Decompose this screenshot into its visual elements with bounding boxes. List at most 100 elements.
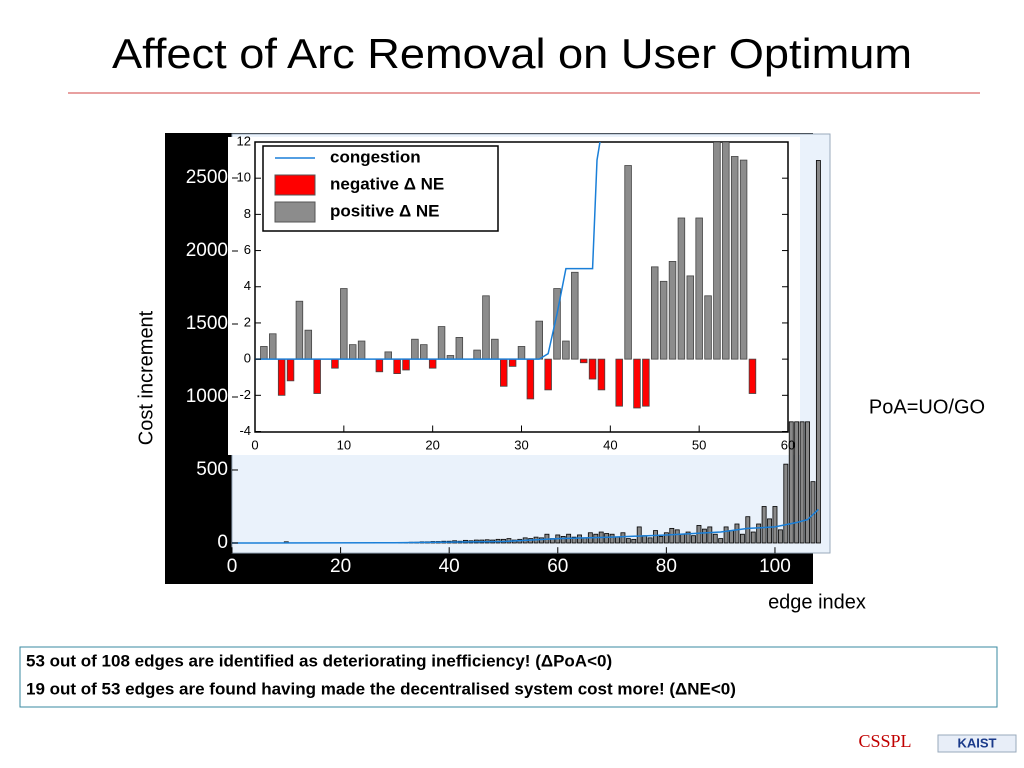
- bar: [539, 537, 544, 544]
- bar: [624, 165, 632, 360]
- bar: [739, 159, 748, 360]
- legend-label: congestion: [330, 147, 421, 166]
- bar: [428, 358, 437, 369]
- y-tick-label: 2500: [186, 167, 228, 188]
- x-tick-label: 60: [547, 556, 568, 577]
- bar: [653, 530, 658, 544]
- y-tick-label: 6: [244, 242, 251, 257]
- note-line: 53 out of 108 edges are identified as de…: [26, 651, 612, 670]
- bar: [794, 421, 800, 544]
- bar: [588, 358, 597, 380]
- bar: [473, 349, 481, 360]
- y-axis-label: Cost increment: [135, 310, 157, 445]
- bar: [659, 280, 668, 360]
- y-tick-label: 500: [196, 459, 228, 480]
- bar: [713, 142, 721, 360]
- x-tick-label: 20: [330, 556, 351, 577]
- bar: [756, 523, 762, 544]
- bar: [745, 516, 751, 544]
- bar: [615, 536, 620, 544]
- bar: [723, 526, 729, 544]
- bar: [748, 358, 757, 394]
- bar: [805, 421, 810, 544]
- bar: [696, 525, 702, 544]
- logo-kaist: KAIST: [958, 735, 997, 750]
- bar: [560, 536, 566, 544]
- slide-title: Affect of Arc Removal on User Optimum: [112, 30, 912, 77]
- legend-label: negative Δ NE: [330, 174, 444, 193]
- x-tick-label: 0: [251, 437, 258, 452]
- bar: [722, 142, 730, 360]
- bar: [562, 340, 570, 360]
- bar: [668, 261, 677, 360]
- bar: [685, 531, 691, 544]
- bar: [437, 326, 446, 360]
- bar: [455, 337, 464, 360]
- x-tick-label: 30: [514, 437, 528, 452]
- congestion-line: [255, 142, 601, 360]
- bar: [571, 271, 579, 360]
- bar: [767, 518, 772, 544]
- bar: [691, 535, 696, 544]
- bar: [517, 346, 526, 360]
- bar: [609, 533, 615, 544]
- y-tick-label: 4: [244, 278, 251, 293]
- x-tick-label: 100: [759, 556, 791, 577]
- bar: [286, 358, 295, 382]
- bar: [625, 538, 631, 544]
- bar: [739, 533, 745, 544]
- bar: [658, 536, 664, 544]
- bar: [402, 358, 410, 371]
- y-tick-label: 10: [237, 170, 251, 185]
- x-tick-label: 60: [781, 437, 795, 452]
- bar: [491, 338, 499, 360]
- bar: [761, 506, 767, 544]
- bar: [508, 358, 517, 367]
- bar: [704, 295, 712, 360]
- bar: [357, 340, 366, 360]
- bar: [729, 530, 734, 544]
- x-tick-label: 20: [425, 437, 439, 452]
- x-tick-label: 10: [337, 437, 351, 452]
- bar: [651, 266, 659, 360]
- y-tick-label: 1000: [186, 386, 228, 407]
- bar: [348, 344, 357, 360]
- bar: [701, 528, 707, 544]
- bar: [642, 358, 650, 407]
- bar: [677, 217, 686, 360]
- bar: [642, 535, 648, 544]
- bar: [712, 533, 718, 544]
- legend-swatch: [274, 201, 316, 223]
- note-line: 19 out of 53 edges are found having made…: [26, 679, 736, 698]
- bar: [707, 526, 713, 544]
- y-tick-label: 2000: [186, 240, 228, 261]
- bar: [277, 358, 286, 396]
- y-tick-label: -2: [239, 387, 251, 402]
- y-tick-label: 0: [217, 532, 228, 553]
- bar: [535, 320, 543, 360]
- bar: [777, 529, 783, 544]
- bar: [615, 358, 623, 407]
- bar: [304, 329, 313, 360]
- x-tick-label: 0: [227, 556, 238, 577]
- bar: [597, 358, 606, 391]
- bar: [500, 358, 508, 387]
- bar: [799, 421, 805, 544]
- bar: [260, 346, 268, 360]
- bar: [571, 536, 577, 544]
- y-tick-label: -4: [239, 423, 251, 438]
- bar: [718, 538, 724, 544]
- bar: [340, 288, 348, 360]
- bar: [526, 358, 535, 400]
- logo-kaist-box: [937, 734, 1017, 753]
- y-tick-label: 0: [244, 351, 251, 366]
- bar: [375, 358, 384, 373]
- bar: [331, 358, 339, 369]
- bar: [647, 537, 653, 544]
- bar: [734, 523, 740, 544]
- bar: [680, 533, 686, 544]
- congestion-line: [231, 508, 819, 544]
- bar: [750, 531, 756, 544]
- bar: [269, 333, 277, 360]
